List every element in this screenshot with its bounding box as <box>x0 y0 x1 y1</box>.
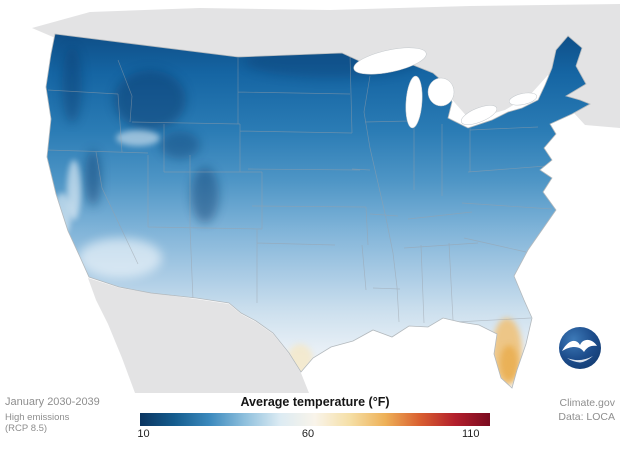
colorbar-tick-mid: 60 <box>301 428 315 440</box>
lake-huron <box>427 77 455 107</box>
us-temperature-map <box>32 4 620 393</box>
mexico-landmass <box>88 278 309 393</box>
lake-ontario <box>509 92 537 106</box>
noaa-wave-icon <box>567 356 593 363</box>
caption-left: January 2030-2039 High emissions (RCP 8.… <box>5 396 100 434</box>
temperature-texture <box>53 46 522 386</box>
lake-michigan <box>405 75 423 129</box>
lake-superior <box>353 47 427 75</box>
state-borders <box>46 54 553 324</box>
colorbar-gradient <box>140 413 490 426</box>
colorbar-ticks: 10 60 110 <box>137 426 490 441</box>
colorbar-tick-max: 110 <box>461 428 480 440</box>
colorbar-title: Average temperature (°F) <box>240 395 390 409</box>
lake-erie <box>460 105 498 125</box>
canada-landmass <box>32 4 620 128</box>
period-label: January 2030-2039 <box>5 396 100 408</box>
noaa-logo <box>559 327 601 369</box>
scenario-label: High emissions <box>5 412 70 423</box>
great-lakes <box>353 47 537 129</box>
figure-footer: January 2030-2039 High emissions (RCP 8.… <box>0 393 620 450</box>
scenario-detail-label: (RCP 8.5) <box>5 423 48 434</box>
source-label: Climate.gov <box>559 397 615 409</box>
data-source-label: Data: LOCA <box>558 411 615 423</box>
noaa-seagull-icon <box>562 339 597 352</box>
caption-right: Climate.gov Data: LOCA <box>558 396 615 424</box>
colorbar-block: Average temperature (°F) 10 60 110 <box>137 393 490 441</box>
colorbar-tick-min: 10 <box>137 428 150 440</box>
